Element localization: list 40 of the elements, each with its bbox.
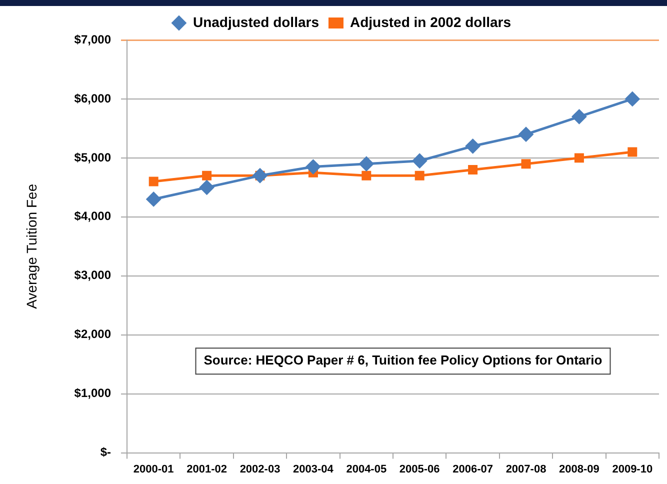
point xyxy=(521,159,531,169)
x-tick-label: 2005-06 xyxy=(399,463,440,476)
point xyxy=(572,109,587,124)
point xyxy=(252,168,268,184)
x-tick-label: 2004-05 xyxy=(346,463,387,476)
point xyxy=(518,126,534,142)
x-tick-label: 2009-10 xyxy=(612,463,653,476)
y-tick-label: $5,000 xyxy=(74,150,112,164)
y-axis-title: Average Tuition Fee xyxy=(23,184,40,309)
legend-label: Unadjusted dollars xyxy=(192,14,320,30)
x-tick-label: 2007-08 xyxy=(506,463,546,476)
x-tick-label: 2001-02 xyxy=(186,463,227,476)
x-tick-label: 2008-09 xyxy=(559,463,600,476)
point xyxy=(414,170,424,180)
point xyxy=(199,180,214,195)
y-tick-label: $3,000 xyxy=(74,268,112,282)
point xyxy=(306,159,321,174)
point xyxy=(202,170,212,180)
point xyxy=(358,156,374,172)
point xyxy=(624,91,640,106)
point xyxy=(412,153,428,168)
point xyxy=(146,192,162,207)
y-tick-label: $4,000 xyxy=(74,209,112,224)
point xyxy=(465,138,480,154)
point xyxy=(148,176,158,186)
legend-label: Adjusted in 2002 dollars xyxy=(350,14,512,30)
point xyxy=(362,170,372,180)
y-tick-label: $6,000 xyxy=(74,91,112,106)
y-tick-label: $1,000 xyxy=(74,386,112,400)
x-tick-label: 2003-04 xyxy=(293,463,334,476)
point xyxy=(574,153,584,163)
point xyxy=(628,147,638,157)
y-tick-label: $- xyxy=(100,445,111,460)
x-tick-label: 2006-07 xyxy=(452,463,493,476)
annotation: Source: HEQCO Paper # 6, Tuition fee Policy Options for Ontario xyxy=(204,352,602,368)
y-tick-label: $2,000 xyxy=(74,327,112,342)
point xyxy=(468,164,478,174)
y-tick-label: $7,000 xyxy=(74,32,112,46)
x-tick-label: 2000-01 xyxy=(133,463,174,476)
x-tick-label: 2002-03 xyxy=(240,463,280,476)
